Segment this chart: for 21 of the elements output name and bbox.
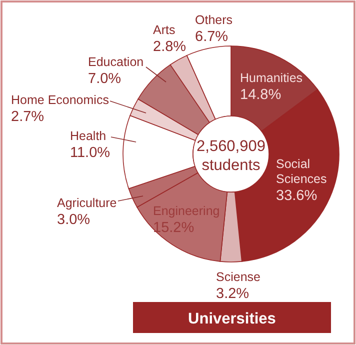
slice-label: Home Economics	[11, 93, 109, 107]
slice-label: Sciense	[216, 270, 261, 284]
slice-label: Agriculture	[57, 196, 117, 210]
data-label: 7.0%	[88, 71, 122, 87]
text: Universities	[188, 310, 276, 328]
data-label: 14.8%	[240, 87, 282, 103]
data-label: 2.7%	[11, 109, 44, 125]
data-label: 33.6%	[276, 188, 318, 204]
slice-label: Education	[88, 55, 144, 69]
slice-label: Humanities	[240, 71, 303, 85]
data-label: 3.2%	[216, 286, 250, 302]
slice-label: Social Sciences	[276, 157, 327, 186]
slice-label: Arts	[153, 23, 176, 37]
slice-label: Others	[195, 13, 233, 27]
slice-label: Health	[70, 129, 106, 143]
data-label: 3.0%	[57, 212, 90, 228]
data-label: 6.7%	[195, 29, 228, 45]
data-label: 11.0%	[70, 145, 110, 161]
data-label: 15.2%	[153, 220, 194, 236]
text: 2,560,909 students	[196, 138, 266, 174]
data-label: 2.8%	[153, 39, 186, 55]
